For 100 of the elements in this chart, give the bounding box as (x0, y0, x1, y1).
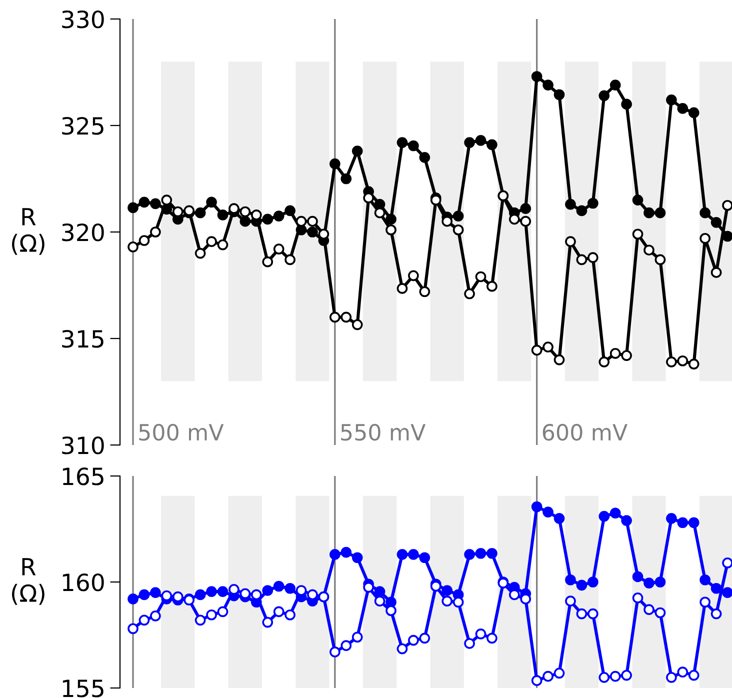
point (610, 508, 621, 519)
point (666, 672, 677, 683)
y-tick-label: 320 (62, 223, 104, 242)
point (475, 548, 486, 559)
point (722, 230, 732, 242)
y-tick-label: 165 (62, 467, 104, 486)
point (138, 614, 150, 626)
point (262, 256, 274, 268)
y-tick-label: 330 (62, 10, 104, 28)
point (576, 608, 588, 620)
point (688, 670, 700, 681)
point (128, 241, 138, 252)
point (296, 216, 307, 227)
point (565, 596, 576, 606)
point (262, 616, 274, 628)
point (610, 80, 621, 90)
point (396, 549, 408, 560)
point (340, 640, 352, 652)
point (677, 355, 688, 366)
point (475, 271, 486, 282)
point (542, 80, 554, 90)
point (228, 203, 240, 214)
point (464, 288, 475, 300)
point (542, 670, 554, 682)
y-axis-title: R (Ω) (12, 558, 44, 605)
point (194, 589, 206, 600)
point (284, 609, 296, 620)
point (654, 254, 666, 266)
point (531, 344, 542, 356)
point (666, 512, 677, 524)
point (565, 574, 576, 586)
point (408, 634, 419, 646)
point (296, 585, 307, 596)
point (666, 94, 677, 106)
point (138, 235, 150, 246)
point (486, 548, 498, 559)
point (408, 140, 419, 152)
point (240, 206, 251, 218)
point (666, 356, 677, 368)
point (138, 589, 150, 600)
annotation: 550 mV (341, 424, 426, 441)
point (128, 594, 138, 604)
point (240, 216, 251, 227)
point (531, 501, 542, 512)
point (700, 596, 710, 608)
point (217, 606, 228, 618)
point (565, 198, 576, 210)
point (161, 194, 172, 206)
point (452, 210, 464, 222)
point (452, 596, 464, 608)
point (396, 643, 408, 654)
point (621, 98, 632, 110)
point (128, 202, 138, 214)
point (654, 607, 666, 618)
point (352, 319, 363, 330)
y-tick-label: 160 (62, 573, 104, 592)
point (217, 586, 228, 597)
point (677, 666, 688, 678)
point (307, 226, 318, 238)
point (722, 558, 732, 568)
point (700, 574, 710, 586)
point (330, 646, 340, 658)
point (206, 196, 217, 208)
annotation: 500 mV (139, 424, 224, 441)
y-tick-label: 155 (62, 680, 104, 698)
point (396, 137, 408, 148)
point (273, 580, 284, 592)
point (194, 614, 206, 626)
point (408, 549, 419, 560)
point (138, 196, 150, 208)
point (150, 226, 161, 238)
point (452, 224, 464, 236)
point (644, 578, 654, 588)
y-axis-title: R (Ω) (12, 208, 44, 255)
point (475, 134, 486, 146)
point (700, 232, 710, 244)
point (352, 552, 363, 564)
point (520, 216, 532, 227)
point (340, 173, 352, 184)
point (150, 198, 161, 210)
point (542, 342, 554, 352)
point (262, 214, 274, 225)
point (554, 512, 565, 524)
point (554, 354, 565, 366)
point (576, 205, 588, 216)
point (217, 210, 228, 220)
point (644, 207, 654, 218)
point (710, 608, 722, 620)
point (273, 210, 284, 222)
point (710, 582, 722, 594)
point (194, 207, 206, 218)
point (340, 312, 352, 323)
point (688, 358, 700, 370)
point (621, 515, 632, 526)
point (677, 517, 688, 528)
point (486, 632, 498, 644)
y-tick-label: 315 (62, 330, 104, 348)
point (128, 623, 138, 634)
point (150, 610, 161, 622)
point (598, 356, 610, 368)
